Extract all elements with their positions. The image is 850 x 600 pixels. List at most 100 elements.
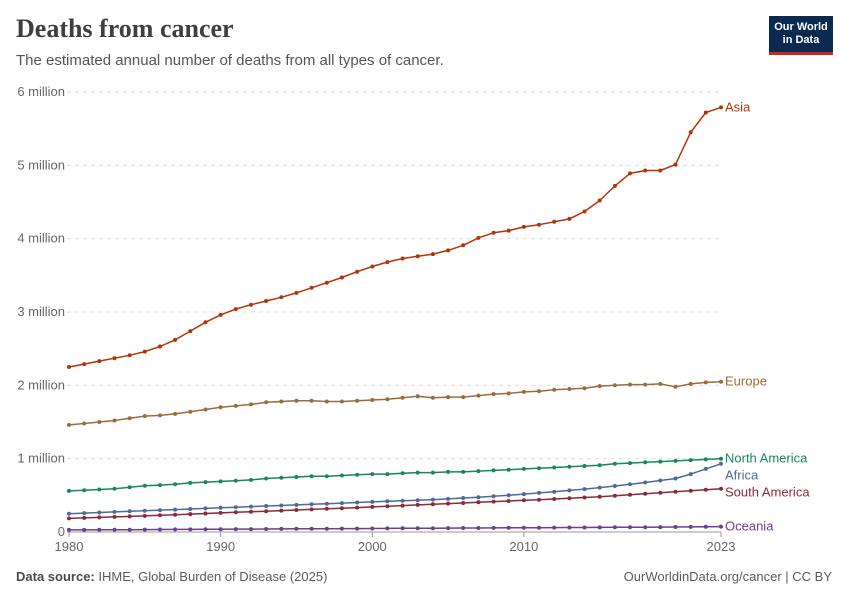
series-label: Asia	[725, 99, 751, 114]
data-point	[188, 512, 193, 517]
data-point	[188, 409, 193, 414]
logo-line-1: Our World	[774, 21, 828, 33]
data-point	[173, 482, 178, 487]
data-point	[112, 356, 117, 361]
data-point	[158, 508, 162, 513]
data-point	[415, 526, 420, 531]
data-point	[233, 307, 238, 312]
data-point	[506, 467, 511, 472]
data-source: Data source: IHME, Global Burden of Dise…	[16, 569, 327, 584]
data-point	[506, 228, 511, 233]
data-point	[446, 469, 451, 474]
data-point	[158, 344, 162, 349]
data-point	[400, 503, 405, 508]
data-point	[279, 526, 284, 531]
data-point	[188, 480, 193, 485]
data-point	[461, 526, 466, 530]
data-point	[628, 382, 632, 387]
data-point	[582, 464, 587, 468]
data-point	[688, 472, 693, 477]
data-point	[309, 526, 314, 531]
data-point	[430, 395, 435, 400]
data-point	[400, 395, 405, 400]
y-tick-label: 1 million	[17, 451, 65, 466]
data-point	[339, 526, 344, 531]
data-point	[673, 384, 678, 389]
data-point	[142, 483, 147, 488]
data-point	[415, 498, 420, 503]
data-point	[249, 477, 253, 482]
data-point	[446, 501, 451, 506]
data-point	[703, 380, 708, 385]
series-line-north-america	[68, 457, 722, 492]
data-source-text[interactable]: IHME, Global Burden of Disease (2025)	[98, 569, 328, 584]
data-point	[673, 476, 678, 481]
data-point	[370, 264, 375, 269]
line-chart: 0 1 million 2 million 3 million 4 million 5 m…	[17, 84, 810, 554]
data-point	[430, 502, 435, 507]
data-point	[142, 414, 147, 419]
data-point	[173, 507, 178, 512]
data-point	[203, 511, 208, 516]
x-tick-label: 2023	[707, 539, 736, 554]
data-point	[385, 397, 390, 402]
data-point	[324, 280, 329, 285]
data-point	[82, 515, 87, 520]
data-point	[188, 329, 193, 334]
data-point	[582, 495, 587, 500]
data-point	[567, 216, 572, 221]
data-point	[127, 527, 132, 532]
data-point	[112, 527, 117, 532]
data-point	[173, 527, 178, 532]
data-point	[446, 395, 451, 400]
data-point	[658, 459, 663, 464]
data-point	[567, 387, 572, 391]
data-point	[491, 392, 496, 397]
data-point	[127, 485, 132, 490]
series-line-europe	[68, 380, 722, 426]
data-point	[719, 461, 723, 466]
y-tick-label: 0	[58, 524, 65, 539]
data-point	[97, 487, 102, 492]
data-point	[173, 337, 178, 342]
data-point	[97, 515, 102, 520]
data-point	[218, 312, 223, 317]
owid-logo[interactable]: Our World in Data	[769, 16, 833, 55]
data-point	[339, 473, 344, 478]
data-point	[142, 508, 147, 513]
data-point	[552, 219, 557, 224]
data-point	[264, 509, 269, 514]
data-point	[658, 381, 663, 386]
data-point	[324, 474, 329, 479]
data-point	[370, 398, 375, 402]
data-point	[97, 527, 102, 532]
data-point	[673, 162, 678, 167]
data-point	[264, 299, 269, 303]
data-point	[476, 393, 481, 398]
data-point	[582, 525, 587, 530]
data-point	[582, 487, 587, 492]
credit-link[interactable]: OurWorldinData.org/cancer | CC BY	[623, 569, 832, 584]
data-point	[582, 209, 587, 214]
data-point	[582, 386, 587, 391]
data-point	[279, 399, 284, 404]
series-label: Africa	[725, 468, 759, 483]
data-point	[218, 505, 223, 510]
data-point	[506, 499, 511, 503]
data-point	[233, 478, 238, 483]
data-point	[643, 168, 648, 173]
data-point	[597, 463, 602, 468]
data-point	[233, 403, 238, 408]
data-point	[597, 198, 602, 203]
data-point	[158, 527, 162, 532]
x-tick-label: 1980	[55, 539, 84, 554]
data-point	[355, 398, 360, 403]
data-point	[355, 505, 360, 510]
data-point	[597, 494, 602, 499]
data-point	[309, 474, 314, 479]
data-point	[339, 399, 344, 404]
data-point	[324, 506, 329, 511]
data-point	[142, 349, 147, 354]
data-point	[385, 526, 390, 531]
data-point	[521, 525, 526, 530]
